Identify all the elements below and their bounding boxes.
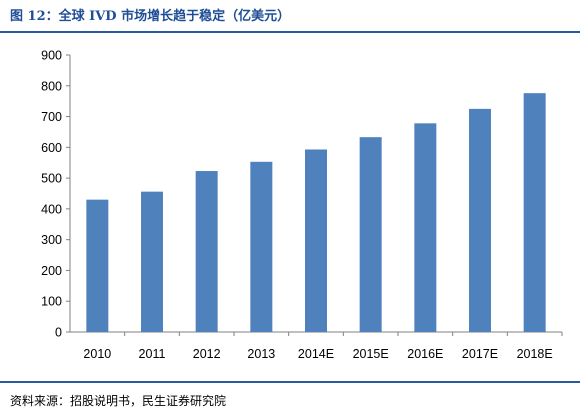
y-tick-label: 500 [41, 172, 62, 186]
x-tick-label: 2010 [83, 347, 111, 361]
x-tick-label: 2013 [247, 347, 275, 361]
x-tick-label: 2015E [353, 347, 389, 361]
figure-title: 图 12：全球 IVD 市场增长趋于稳定（亿美元） [10, 9, 291, 24]
bar [523, 93, 546, 332]
bar [305, 149, 327, 332]
y-tick-label: 800 [41, 79, 62, 93]
y-tick-label: 100 [41, 295, 62, 309]
bar [250, 161, 273, 332]
x-tick-label: 2018E [517, 347, 553, 361]
bar [86, 199, 109, 332]
source-note: 资料来源：招股说明书，民生证券研究院 [10, 394, 227, 408]
x-tick-label: 2017E [462, 347, 498, 361]
title-rule [0, 31, 580, 33]
y-tick-label: 400 [41, 202, 62, 216]
x-tick-label: 2016E [407, 347, 443, 361]
bar [469, 108, 491, 332]
y-tick-label: 600 [41, 141, 62, 155]
x-tick-label: 2011 [139, 347, 166, 361]
x-tick-label: 2012 [193, 347, 221, 361]
y-tick-label: 300 [41, 233, 62, 247]
y-tick-label: 0 [55, 326, 62, 340]
y-tick-label: 700 [41, 110, 62, 124]
source-rule [0, 381, 580, 383]
y-tick-label: 900 [41, 49, 62, 63]
y-tick-label: 200 [41, 264, 62, 278]
bar [141, 191, 163, 332]
bar [414, 123, 437, 333]
bar [195, 171, 218, 332]
bar [359, 137, 382, 332]
x-tick-label: 2014E [298, 347, 334, 361]
